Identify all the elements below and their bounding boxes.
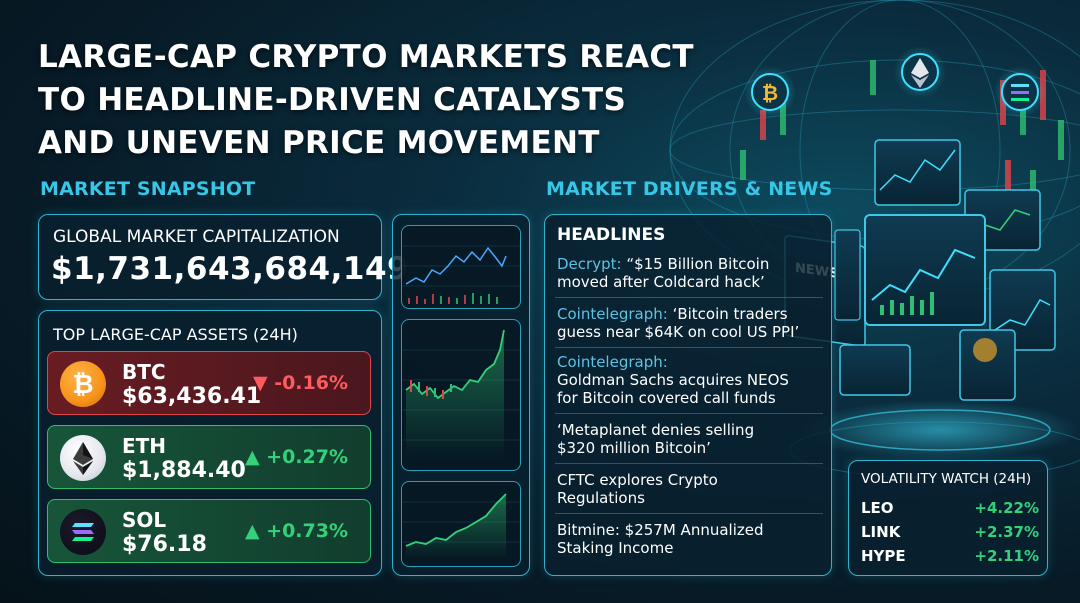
svg-text:₿: ₿ (72, 370, 93, 400)
headline-text: guess near $64K on cool US PPI’ (557, 323, 800, 341)
asset-change: ▼ -0.16% (252, 372, 348, 394)
bitcoin-icon: ₿ (60, 361, 106, 407)
top-assets-label: TOP LARGE-CAP ASSETS (24H) (53, 325, 298, 344)
market-cap-value: $1,731,643,684,149 (51, 251, 410, 287)
headline-source: Cointelegraph: (557, 305, 668, 323)
page-title: LARGE-CAP CRYPTO MARKETS REACT TO HEADLI… (38, 36, 738, 165)
ethereum-icon (60, 435, 106, 481)
volatility-change: +2.37% (974, 523, 1039, 541)
asset-price: $1,884.40 (122, 458, 246, 483)
headline-item[interactable]: CFTC explores Crypto Regulations (557, 471, 827, 507)
headline-text: Regulations (557, 489, 645, 507)
divider (555, 463, 823, 464)
headline-item[interactable]: Cointelegraph: Goldman Sachs acquires NE… (557, 353, 827, 407)
divider (555, 413, 823, 414)
market-cap-panel: GLOBAL MARKET CAPITALIZATION $1,731,643,… (38, 214, 409, 300)
headline-text: Bitmine: $257M Annualized (557, 521, 764, 539)
solana-icon (60, 509, 106, 555)
asset-price: $63,436.41 (122, 384, 262, 409)
volatility-panel: VOLATILITY WATCH (24H) LEO +4.22% LINK +… (848, 460, 1048, 576)
headline-text: ‘Metaplanet denies selling (557, 421, 755, 439)
asset-card-eth: ETH $1,884.40 ▲ +0.27% (47, 425, 371, 489)
btc-mini-chart (401, 225, 521, 309)
headline-item[interactable]: ‘Metaplanet denies selling $320 million … (557, 421, 827, 457)
title-line-1: LARGE-CAP CRYPTO MARKETS REACT (38, 39, 694, 75)
volatility-symbol: LEO (861, 499, 894, 517)
headline-text: for Bitcoin covered call funds (557, 389, 776, 407)
headline-source: Decrypt: (557, 255, 622, 273)
asset-symbol: SOL (122, 508, 167, 532)
headline-text: $320 million Bitcoin’ (557, 439, 711, 457)
headline-text: Staking Income (557, 539, 674, 557)
eth-mini-chart (401, 319, 521, 471)
headline-item[interactable]: Bitmine: $257M Annualized Staking Income (557, 521, 827, 557)
market-drivers-label: MARKET DRIVERS & NEWS (546, 178, 833, 200)
title-line-3: AND UNEVEN PRICE MOVEMENT (38, 125, 600, 161)
mini-charts-panel (392, 214, 530, 576)
divider (555, 513, 823, 514)
svg-text:₿: ₿ (762, 81, 778, 105)
volatility-row: LEO +4.22% (861, 499, 1039, 521)
headline-text: moved after Coldcard hack’ (557, 273, 765, 291)
ethereum-icon (894, 46, 946, 98)
market-snapshot-label: MARKET SNAPSHOT (40, 178, 256, 200)
headlines-panel: HEADLINES Decrypt: “$15 Billion Bitcoin … (544, 214, 832, 576)
asset-change: ▲ +0.73% (244, 520, 348, 542)
volatility-row: LINK +2.37% (861, 523, 1039, 545)
volatility-symbol: LINK (861, 523, 901, 541)
solana-icon (994, 66, 1046, 118)
asset-price: $76.18 (122, 532, 207, 557)
bitcoin-icon: ₿ (744, 66, 796, 118)
headline-text: “$15 Billion Bitcoin (626, 255, 770, 273)
asset-card-btc: ₿ BTC $63,436.41 ▼ -0.16% (47, 351, 371, 415)
sol-mini-chart (401, 481, 521, 567)
divider (555, 347, 823, 348)
headline-source: Cointelegraph: (557, 353, 668, 371)
market-cap-label: GLOBAL MARKET CAPITALIZATION (53, 227, 340, 247)
title-line-2: TO HEADLINE-DRIVEN CATALYSTS (38, 82, 627, 118)
headlines-title: HEADLINES (557, 225, 666, 245)
volatility-change: +2.11% (974, 547, 1039, 565)
headline-text: CFTC explores Crypto (557, 471, 718, 489)
top-assets-panel: TOP LARGE-CAP ASSETS (24H) ₿ BTC $63,436… (38, 310, 382, 576)
asset-symbol: BTC (122, 360, 166, 384)
headline-item[interactable]: Decrypt: “$15 Billion Bitcoin moved afte… (557, 255, 827, 291)
headline-text: Goldman Sachs acquires NEOS (557, 371, 789, 389)
volatility-row: HYPE +2.11% (861, 547, 1039, 569)
headline-item[interactable]: Cointelegraph: ‘Bitcoin traders guess ne… (557, 305, 827, 341)
volatility-symbol: HYPE (861, 547, 906, 565)
volatility-change: +4.22% (974, 499, 1039, 517)
divider (555, 297, 823, 298)
headline-text: ‘Bitcoin traders (672, 305, 788, 323)
asset-symbol: ETH (122, 434, 167, 458)
asset-change: ▲ +0.27% (244, 446, 348, 468)
volatility-title: VOLATILITY WATCH (24H) (861, 471, 1032, 487)
asset-card-sol: SOL $76.18 ▲ +0.73% (47, 499, 371, 563)
